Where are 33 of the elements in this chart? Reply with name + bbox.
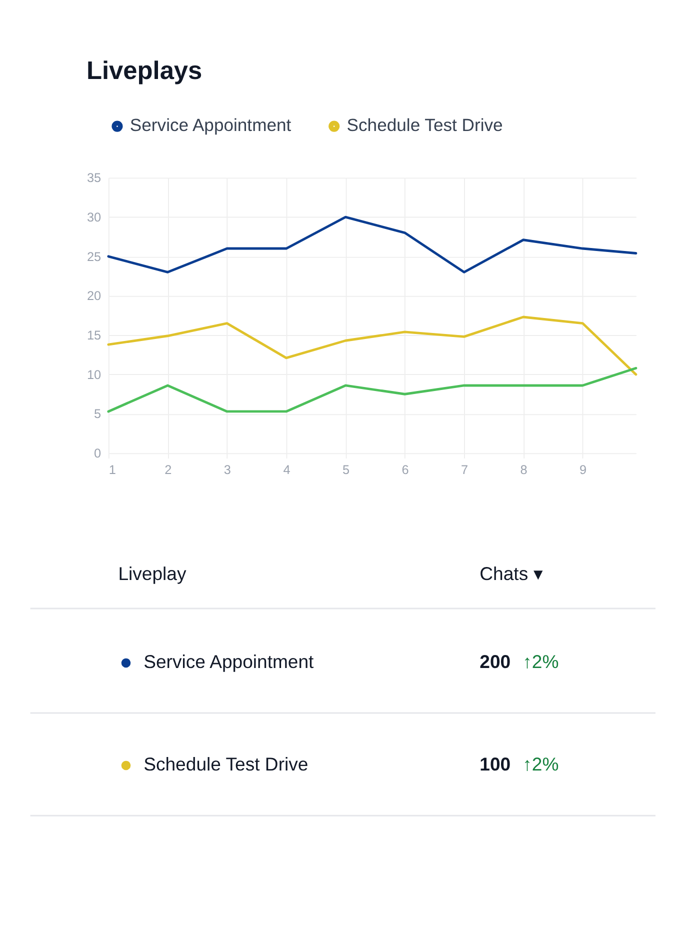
x-tick-label: 8 <box>520 463 528 478</box>
legend-label: Service Appointment <box>130 115 292 136</box>
y-tick-label: 15 <box>86 328 102 342</box>
x-tick-label: 7 <box>461 463 468 478</box>
text: Liveplay <box>118 563 187 584</box>
x-tick-label: 5 <box>342 463 350 478</box>
y-tick-label: 0 <box>94 446 102 461</box>
y-tick-label: 30 <box>86 210 102 224</box>
line-series <box>107 216 638 274</box>
text: ↑2% <box>522 651 559 672</box>
x-tick-label: 3 <box>224 463 231 478</box>
y-tick-label: 35 <box>86 171 102 186</box>
text: Schedule Test Drive <box>144 754 308 775</box>
text: ● <box>120 752 133 777</box>
text: Service Appointment <box>144 651 315 672</box>
chart-title: Liveplays <box>86 57 202 86</box>
x-tick-label: 9 <box>580 463 587 478</box>
legend-label: Schedule Test Drive <box>346 115 503 136</box>
x-tick-label: 6 <box>402 463 409 478</box>
text: ● <box>120 650 133 674</box>
text: 200 <box>480 651 511 672</box>
text: ↑2% <box>522 754 559 775</box>
text: Chats ▾ <box>480 563 544 584</box>
x-tick-label: 1 <box>108 463 116 478</box>
line-series <box>107 316 638 376</box>
x-tick-label: 4 <box>283 463 290 478</box>
y-tick-label: 10 <box>86 368 102 382</box>
y-tick-label: 20 <box>86 289 102 304</box>
y-tick-label: 5 <box>94 407 102 422</box>
y-tick-label: 25 <box>86 250 102 264</box>
x-tick-label: 2 <box>164 463 172 478</box>
line-series <box>107 366 638 413</box>
text: 100 <box>480 754 511 775</box>
